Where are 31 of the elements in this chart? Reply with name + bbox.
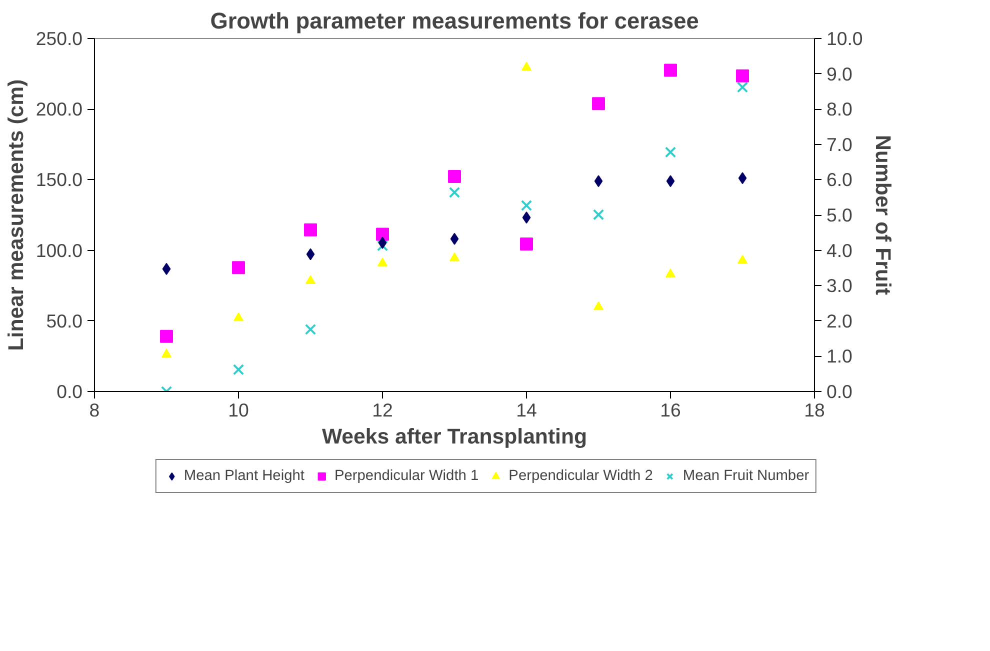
y2-tick-label: 10.0 xyxy=(826,28,863,49)
y2-tick-label: 7.0 xyxy=(826,134,852,155)
y-tick-label: 200.0 xyxy=(36,98,82,120)
y-tick-label: 250.0 xyxy=(36,28,82,49)
x-tick-label: 10 xyxy=(228,400,249,420)
x-tick-label: 8 xyxy=(89,400,100,420)
x-axis-title: Weeks after Transplanting xyxy=(322,424,588,448)
y2-tick-label: 9.0 xyxy=(826,63,852,84)
y2-tick-label: 5.0 xyxy=(826,204,852,226)
legend-label: Mean Plant Height xyxy=(184,468,304,484)
y-axis-title: Linear measurements (cm) xyxy=(4,79,28,351)
y2-tick-label: 8.0 xyxy=(826,98,852,120)
x-tick-label: 18 xyxy=(804,400,825,420)
y2-tick-label: 2.0 xyxy=(826,310,852,332)
y2-tick-label: 1.0 xyxy=(826,346,852,367)
x-tick-label: 12 xyxy=(372,400,393,420)
x-tick-label: 14 xyxy=(516,400,537,420)
y-tick-label: 0.0 xyxy=(56,381,83,402)
y2-tick-label: 4.0 xyxy=(826,240,852,261)
chart-title: Growth parameter measurements for cerasee xyxy=(210,8,699,34)
y-tick-label: 150.0 xyxy=(36,169,82,190)
y2-tick-label: 0.0 xyxy=(826,381,852,402)
legend-label: Mean Fruit Number xyxy=(682,468,810,484)
y2-axis-title: Number of Fruit xyxy=(870,135,895,295)
legend-label: Perpendicular Width 1 xyxy=(334,468,479,484)
legend-label: Perpendicular Width 2 xyxy=(508,468,653,484)
y2-tick-label: 6.0 xyxy=(826,169,852,190)
x-tick-label: 16 xyxy=(660,400,681,420)
y-tick-label: 100.0 xyxy=(36,240,82,261)
y-tick-label: 50.0 xyxy=(46,310,82,332)
y2-tick-label: 3.0 xyxy=(826,275,852,296)
